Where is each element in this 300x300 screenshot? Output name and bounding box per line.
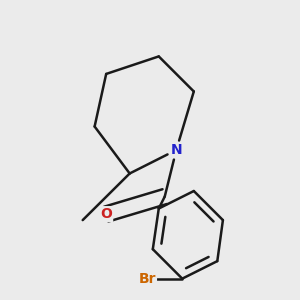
Text: N: N — [170, 143, 182, 157]
Text: Br: Br — [138, 272, 156, 286]
Text: O: O — [100, 207, 112, 221]
